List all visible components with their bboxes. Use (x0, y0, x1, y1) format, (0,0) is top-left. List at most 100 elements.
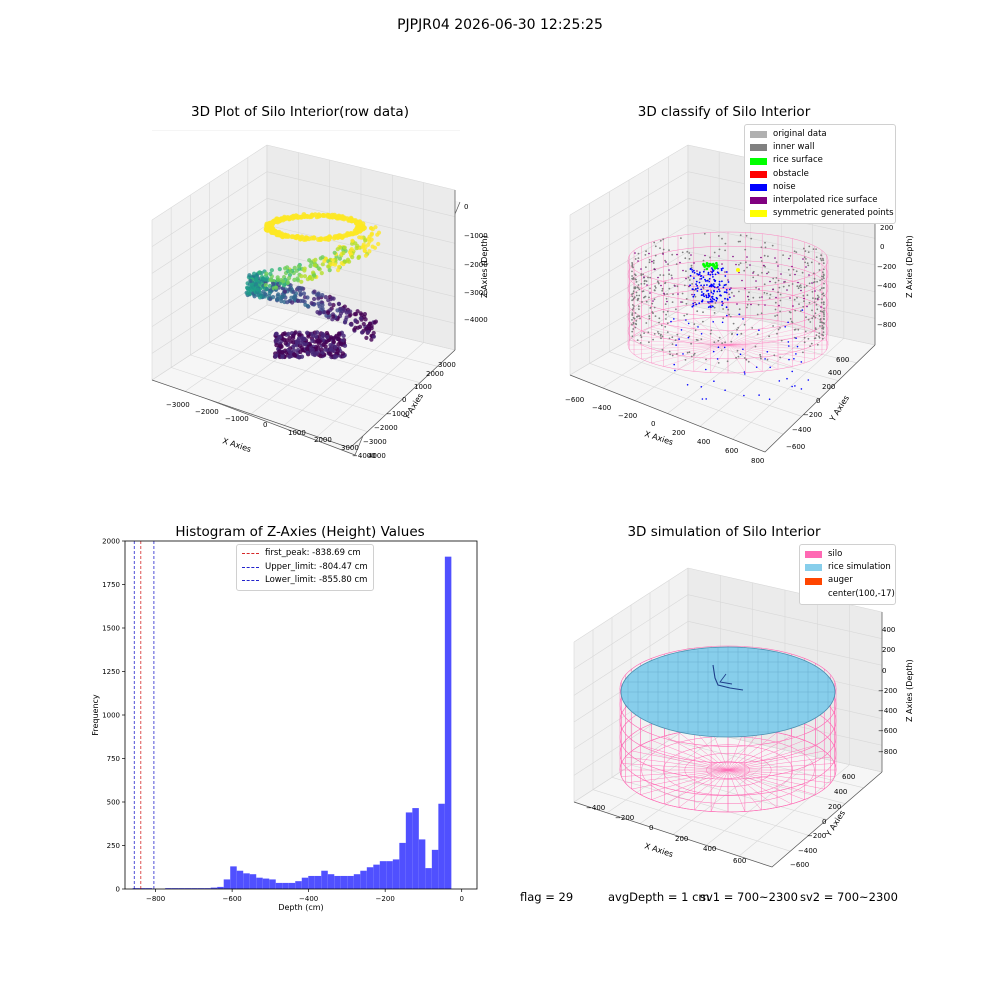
interp-point (808, 274, 810, 276)
noise-point (717, 286, 719, 288)
wall-point (645, 250, 647, 253)
scatter-point (336, 264, 342, 269)
silo-spoke (727, 344, 827, 351)
histogram-bar (353, 874, 361, 889)
silo-spoke (727, 344, 779, 370)
noise-point (691, 269, 693, 271)
histogram-bar (321, 870, 328, 889)
scatter-point (320, 331, 325, 337)
scatter-point (364, 326, 369, 331)
interp-point (805, 266, 807, 268)
silo-spoke (621, 763, 729, 771)
wall-point (686, 250, 689, 253)
scatter-point (277, 334, 282, 340)
interp-point (811, 282, 813, 284)
axis-line (569, 344, 876, 453)
interp-point (671, 277, 673, 279)
scatter-point (262, 291, 267, 296)
scatter-point (247, 273, 252, 278)
histogram-bar (340, 875, 348, 889)
grid-line (569, 144, 689, 216)
noise-point (700, 288, 703, 291)
interp-point (727, 279, 729, 281)
legend-label: rice simulation (828, 562, 891, 573)
noise-point (696, 284, 698, 287)
wall-point (649, 276, 652, 279)
histogram-y-ticks: 0 250 500 750 1000 1250 1500 1750 2000 (102, 538, 125, 894)
wall-point (779, 310, 781, 313)
noise-point (712, 285, 715, 288)
histogram-bar (269, 879, 276, 889)
scatter-point (316, 266, 321, 271)
histogram-bar (412, 808, 419, 889)
wall-point (726, 360, 729, 363)
scatter-point (362, 248, 367, 253)
wall-point (808, 282, 811, 285)
p1-y-tick: −4000 (352, 452, 376, 460)
interp-point (791, 265, 793, 268)
scatter-point (356, 255, 361, 260)
wall-point (823, 274, 825, 276)
noise-point (698, 281, 701, 284)
silo-spoke (693, 318, 729, 346)
interp-point (722, 302, 724, 305)
wall-point (632, 307, 635, 310)
scatter-point (299, 274, 304, 279)
wall-point (730, 340, 733, 343)
silo-spoke (727, 344, 746, 373)
wall-point (676, 333, 679, 336)
noise-point (700, 277, 703, 280)
wall-point (648, 341, 650, 344)
silo-spoke (727, 335, 822, 346)
interp-point (780, 273, 782, 275)
wall-point (659, 239, 662, 242)
legend-label: first_peak: -838.69 cm (265, 548, 361, 558)
histogram-bar (405, 812, 413, 889)
wall-point (803, 300, 805, 303)
wall-point (818, 332, 821, 335)
noise-point (692, 304, 695, 307)
scatter-point (291, 340, 296, 345)
legend-item: interpolated rice surface (750, 194, 890, 207)
figure-title: PJPJR04 2026-06-30 12:25:25 (397, 17, 603, 33)
wall-point (632, 277, 635, 279)
wall-point (713, 312, 716, 314)
scatter-point (307, 258, 312, 263)
wall-point (671, 253, 674, 256)
legend-line-swatch (242, 553, 259, 555)
wall-point (631, 295, 634, 298)
scatter-point (359, 330, 365, 335)
scatter-point (342, 320, 348, 325)
histogram-bar (191, 888, 198, 889)
p4-z-tick: 200 (882, 646, 895, 654)
scatter-point (314, 351, 319, 356)
wall-point (631, 270, 633, 273)
scatter-point (283, 341, 288, 346)
interp-point (789, 297, 791, 299)
histogram-frame (124, 540, 478, 890)
wall-point (718, 248, 721, 251)
interp-point (640, 268, 642, 270)
noise-point (724, 297, 726, 300)
histogram-legend: first_peak: -838.69 cm Upper_limit: -804… (236, 544, 374, 591)
wall-point (736, 349, 739, 352)
noise-point (698, 302, 701, 305)
noise-point (722, 286, 725, 289)
noise-point (695, 283, 697, 285)
wall-point (638, 294, 641, 297)
scatter-point (328, 347, 334, 352)
wall-point (812, 315, 815, 318)
p2-z-tick: −800 (877, 321, 896, 329)
wall-point (823, 277, 825, 280)
rice-point (709, 263, 713, 266)
wall-point (631, 312, 634, 314)
noise-point (708, 280, 711, 283)
wall-point (636, 339, 639, 341)
wall-point (779, 293, 782, 296)
scatter-point (268, 296, 273, 302)
wall-point (648, 315, 651, 317)
noise-point (691, 288, 694, 290)
rice-point (715, 264, 719, 268)
wall-point (702, 259, 705, 262)
histogram-bar (230, 866, 237, 889)
